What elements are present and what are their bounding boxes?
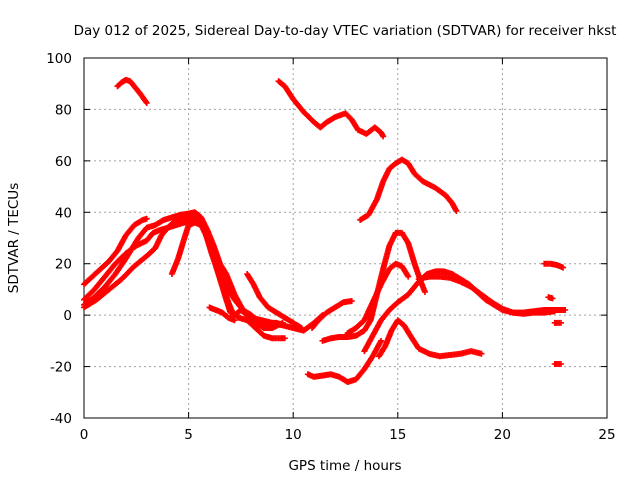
data-point [421,289,428,295]
data-point [478,350,485,357]
y-tick-label: 80 [55,102,72,118]
series-track-4 [81,215,150,288]
y-tick-label: 100 [46,51,72,67]
y-axis-label: SDTVAR / TECUs [6,183,22,293]
plot-frame [83,57,608,419]
x-tick-label: 25 [598,427,615,443]
series-track-11 [309,298,355,331]
x-tick-label: 10 [285,427,302,443]
series-track-20 [551,319,564,326]
series-track-15 [375,317,485,360]
series-track-14 [344,260,412,337]
series-track-10 [244,271,305,331]
x-tick-label: 0 [80,427,89,443]
data-point [281,335,288,342]
data-point [279,319,286,326]
chart-title: Day 012 of 2025, Sidereal Day-to-day VTE… [74,23,617,39]
series-track-8 [168,219,286,331]
y-tick-label: -20 [50,360,72,376]
data-point [557,319,564,326]
y-tick-label: 40 [55,205,72,221]
x-tick-label: 20 [494,427,511,443]
y-tick-label: 0 [63,308,72,324]
data-point [378,337,385,344]
series-track-3 [357,156,460,223]
series-track-2 [275,78,387,140]
x-tick-label: 5 [184,427,193,443]
data-point [562,307,569,313]
data-point [551,308,558,315]
series-track-12 [304,337,385,385]
data-point [231,317,238,324]
data-point [380,133,387,140]
axis-ticks [83,57,608,419]
data-point [405,273,412,280]
data-point [143,215,150,222]
x-tick-label: 15 [389,427,406,443]
series-track-1 [114,76,150,106]
y-tick-label: -40 [50,411,72,427]
data-point [557,361,564,367]
data-point [298,325,305,331]
series-track-19 [545,294,556,302]
tick-labels: 0 5 10 15 20 25 -40 -20 0 20 40 60 80 100 [46,51,615,443]
data-marks [81,76,569,385]
y-tick-label: 60 [55,154,72,170]
y-tick-label: 20 [55,257,72,273]
x-axis-label: GPS time / hours [288,458,401,474]
series-track-9 [206,304,238,324]
data-point [560,264,567,271]
data-point [143,100,150,106]
data-point [549,295,556,302]
series-track-21 [551,361,564,367]
data-point [453,208,460,214]
data-point [348,298,355,304]
series-track-18 [541,260,567,271]
series-track-17 [415,273,558,317]
